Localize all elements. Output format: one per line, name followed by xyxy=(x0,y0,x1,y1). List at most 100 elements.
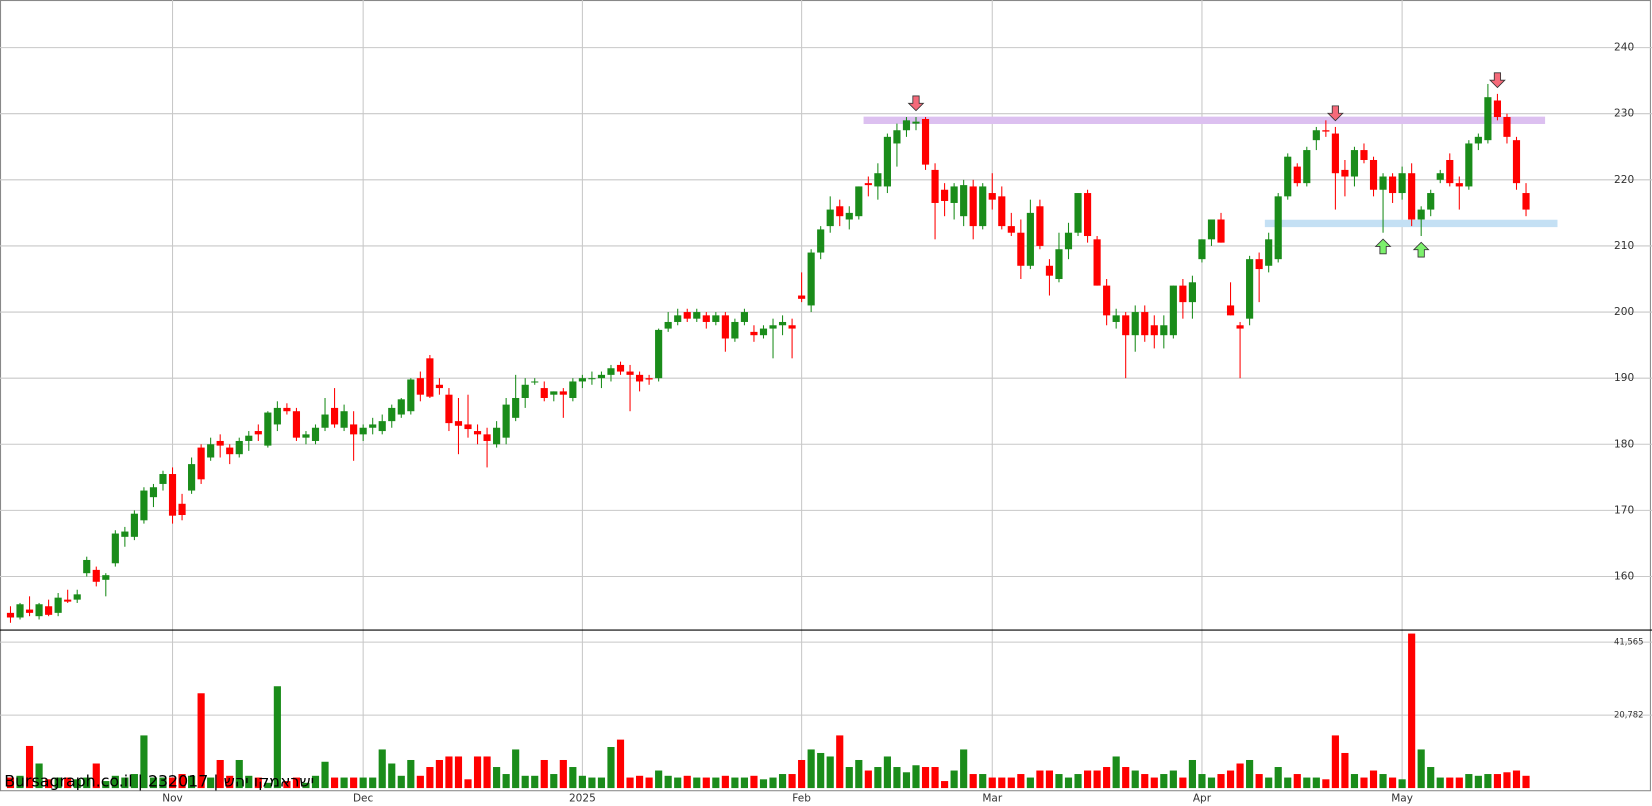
candle-body xyxy=(111,533,119,564)
candle-body xyxy=(397,399,405,415)
candle-body xyxy=(1160,325,1168,336)
candle-body xyxy=(254,431,262,435)
candle-body xyxy=(1512,140,1521,184)
volume-bar xyxy=(1360,777,1368,789)
candle-body xyxy=(531,381,539,383)
candle-body xyxy=(473,431,482,435)
candle-body xyxy=(45,606,53,615)
volume-bar xyxy=(216,759,224,789)
volume-bar xyxy=(54,777,62,789)
volume-bar xyxy=(912,765,920,789)
volume-tick-label: 20,782 xyxy=(1614,710,1643,720)
candle-body xyxy=(1369,159,1378,190)
volume-bar xyxy=(1217,774,1225,789)
volume-bar xyxy=(111,775,119,789)
candle-body xyxy=(1093,239,1101,286)
volume-bar xyxy=(588,777,596,789)
volume-bar xyxy=(245,775,253,789)
candle-body xyxy=(1484,97,1492,141)
volume-bar xyxy=(1226,770,1235,789)
volume-bar xyxy=(283,781,291,789)
candle-body xyxy=(864,183,872,186)
volume-bar xyxy=(540,759,548,789)
marks xyxy=(6,72,1530,789)
candle-body xyxy=(1274,196,1282,260)
x-tick-label: Mar xyxy=(982,793,1003,805)
volume-bar xyxy=(597,777,606,789)
volume-bar xyxy=(998,777,1006,789)
volume-bar xyxy=(636,775,644,789)
volume-bar xyxy=(941,781,949,789)
candle-body xyxy=(493,427,501,445)
candle-body xyxy=(1198,239,1206,260)
volume-bar xyxy=(1122,767,1130,789)
volume-bar xyxy=(397,775,405,789)
candle-body xyxy=(1293,166,1301,184)
candle-body xyxy=(683,312,691,319)
volume-bar xyxy=(1160,774,1168,789)
candle-body xyxy=(6,612,15,618)
candle-body xyxy=(54,597,62,613)
volume-bar xyxy=(664,775,672,789)
candle-body xyxy=(1236,325,1244,329)
volume-bar xyxy=(311,775,320,789)
candle-body xyxy=(969,186,977,227)
candle-body xyxy=(1350,150,1359,177)
candle-body xyxy=(416,378,424,395)
candle-body xyxy=(979,186,987,227)
volume-bar xyxy=(464,779,472,789)
volume-bar xyxy=(921,767,930,789)
volume-bar xyxy=(778,774,787,789)
candle-body xyxy=(188,464,196,491)
volume-bar xyxy=(188,775,196,789)
candle-body xyxy=(273,407,281,425)
signal-arrow xyxy=(907,95,925,112)
volume-bar xyxy=(578,775,586,789)
candle-body xyxy=(1331,133,1339,174)
candle-body xyxy=(1474,136,1482,144)
volume-bar xyxy=(807,749,815,789)
signal-arrow xyxy=(1326,105,1344,122)
volume-bar xyxy=(1207,777,1216,789)
candle-body xyxy=(407,379,415,412)
candle-body xyxy=(340,411,348,428)
volume-bar xyxy=(979,774,987,789)
candle-body xyxy=(1055,249,1063,279)
candle-body xyxy=(264,412,272,446)
candle-body xyxy=(330,407,339,425)
signal-arrow xyxy=(1412,241,1430,258)
candle-body xyxy=(464,424,472,430)
candle-body xyxy=(921,119,930,165)
candle-body xyxy=(788,325,796,329)
candle-body xyxy=(1026,212,1034,266)
candle-body xyxy=(302,434,310,438)
volume-bar xyxy=(893,767,901,789)
volume-bar xyxy=(1369,770,1378,789)
candle-body xyxy=(1045,265,1054,276)
volume-bar xyxy=(693,777,701,789)
volume-bar xyxy=(874,767,882,789)
volume-bar xyxy=(1350,774,1359,789)
candle-body xyxy=(817,229,825,253)
candle-body xyxy=(960,185,968,217)
candle-body xyxy=(712,315,720,322)
candle-body xyxy=(1255,259,1263,270)
x-tick-label: May xyxy=(1391,793,1413,805)
candle-body xyxy=(64,599,72,602)
candle-body xyxy=(1150,325,1158,336)
volume-bar xyxy=(1455,777,1463,789)
candle-body xyxy=(483,434,491,441)
candle-body xyxy=(1226,305,1235,316)
candle-body xyxy=(1246,259,1254,319)
volume-bar xyxy=(1312,777,1320,789)
x-tick-label: Feb xyxy=(792,793,811,805)
candle-body xyxy=(998,196,1006,227)
volume-bar xyxy=(1341,752,1349,789)
volume-bar xyxy=(235,759,243,789)
volume-bar xyxy=(1246,759,1254,789)
candle-body xyxy=(855,186,863,217)
candle-body xyxy=(178,503,186,516)
candle-body xyxy=(1379,176,1387,190)
y-tick-label: 170 xyxy=(1614,504,1634,516)
